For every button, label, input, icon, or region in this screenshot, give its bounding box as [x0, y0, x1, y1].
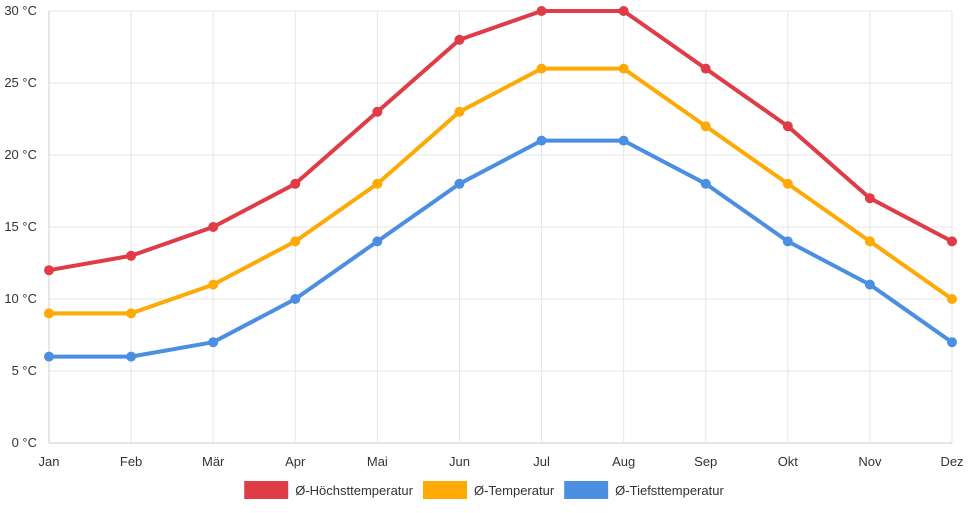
data-point[interactable] — [536, 135, 547, 146]
legend-swatch[interactable] — [564, 481, 609, 499]
data-point[interactable] — [536, 63, 547, 74]
legend-swatch[interactable] — [244, 481, 289, 499]
data-point[interactable] — [208, 222, 219, 232]
data-point[interactable] — [864, 236, 875, 247]
data-point[interactable] — [618, 6, 629, 16]
grid — [48, 10, 953, 444]
data-point[interactable] — [372, 236, 383, 247]
y-tick-label: 5 °C — [12, 363, 37, 378]
series-2 — [44, 63, 957, 319]
data-point[interactable] — [454, 106, 465, 117]
x-tick-label: Okt — [778, 454, 799, 469]
data-point[interactable] — [290, 178, 301, 189]
y-tick-label: 20 °C — [4, 147, 37, 162]
y-axis: 0 °C 5 °C 10 °C 15 °C 20 °C 25 °C 30 °C — [4, 3, 37, 450]
x-tick-label: Mär — [202, 454, 225, 469]
series-line — [47, 138, 954, 359]
series-3 — [44, 135, 957, 362]
series-line — [47, 66, 954, 316]
data-point[interactable] — [290, 236, 301, 247]
series-1 — [44, 6, 957, 276]
data-point[interactable] — [618, 135, 629, 146]
data-point[interactable] — [864, 193, 875, 204]
y-tick-label: 0 °C — [12, 435, 37, 450]
data-point[interactable] — [700, 121, 711, 132]
legend-label[interactable]: Ø-Tiefsttemperatur — [615, 483, 724, 498]
x-tick-label: Jun — [449, 454, 470, 469]
data-point[interactable] — [290, 294, 301, 304]
x-tick-label: Mai — [367, 454, 388, 469]
data-point[interactable] — [700, 63, 711, 74]
data-point[interactable] — [782, 121, 793, 132]
legend: Ø-Höchsttemperatur Ø-Temperatur Ø-Tiefstte… — [244, 481, 724, 499]
series-group — [44, 6, 957, 362]
data-point[interactable] — [44, 308, 54, 319]
data-point[interactable] — [44, 265, 54, 276]
series-line — [47, 9, 954, 273]
data-point[interactable] — [454, 34, 465, 45]
x-tick-label: Dez — [940, 454, 963, 469]
data-point[interactable] — [536, 6, 547, 16]
x-tick-label: Aug — [612, 454, 635, 469]
y-tick-label: 25 °C — [4, 75, 37, 90]
data-point[interactable] — [126, 308, 137, 319]
x-tick-label: Jul — [533, 454, 550, 469]
x-tick-label: Apr — [285, 454, 306, 469]
data-point[interactable] — [782, 178, 793, 189]
y-tick-label: 30 °C — [4, 3, 37, 18]
data-point[interactable] — [782, 236, 793, 247]
legend-swatch[interactable] — [422, 481, 467, 499]
data-point[interactable] — [618, 63, 629, 74]
y-tick-label: 10 °C — [4, 291, 37, 306]
data-point[interactable] — [126, 250, 137, 261]
data-point[interactable] — [126, 351, 137, 362]
data-point[interactable] — [947, 337, 957, 348]
data-point[interactable] — [372, 106, 383, 117]
x-tick-label: Feb — [120, 454, 142, 469]
data-point[interactable] — [208, 337, 219, 348]
legend-label[interactable]: Ø-Höchsttemperatur — [295, 483, 413, 498]
data-point[interactable] — [947, 294, 957, 304]
legend-label[interactable]: Ø-Temperatur — [474, 483, 555, 498]
data-point[interactable] — [864, 279, 875, 290]
data-point[interactable] — [44, 351, 54, 362]
x-tick-label: Nov — [858, 454, 882, 469]
x-tick-label: Jan — [39, 454, 60, 469]
x-axis: Jan Feb Mär Apr Mai Jun Jul Aug Sep Okt Nov Dez — [39, 454, 964, 469]
data-point[interactable] — [208, 279, 219, 290]
data-point[interactable] — [700, 178, 711, 189]
x-tick-label: Sep — [694, 454, 717, 469]
y-tick-label: 15 °C — [4, 219, 37, 234]
data-point[interactable] — [454, 178, 465, 189]
data-point[interactable] — [947, 236, 957, 247]
data-point[interactable] — [372, 178, 383, 189]
